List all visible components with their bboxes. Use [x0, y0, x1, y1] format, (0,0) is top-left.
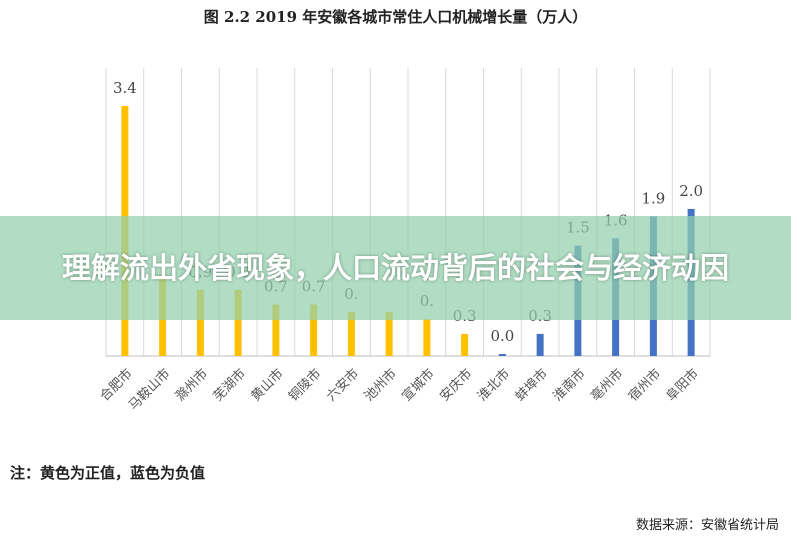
data-label-16: 2.0 — [679, 182, 703, 200]
bar-11 — [498, 354, 506, 356]
bar-8 — [385, 311, 393, 356]
data-label-1: 3.4 — [113, 79, 137, 97]
category-label-8: 池州市 — [361, 366, 400, 405]
color-note: 注：黄色为正值，蓝色为负值 — [10, 464, 206, 482]
category-label-13: 淮南市 — [550, 366, 589, 405]
category-label-14: 亳州市 — [588, 366, 627, 405]
bar-6 — [310, 304, 318, 356]
chart-title: 图 2.2 2019 年安徽各城市常住人口机械增长量（万人） — [203, 8, 588, 26]
data-source: 数据来源：安徽省统计局 — [635, 518, 779, 533]
category-label-7: 六安市 — [323, 366, 362, 405]
bar-4 — [234, 289, 242, 356]
bar-7 — [347, 311, 355, 356]
category-label-10: 安庆市 — [437, 366, 476, 405]
category-label-15: 宿州市 — [625, 366, 664, 405]
data-label-15: 1.9 — [641, 189, 665, 207]
category-label-11: 淮北市 — [474, 366, 513, 405]
bar-9 — [423, 319, 431, 356]
category-label-5: 黄山市 — [248, 366, 287, 405]
headline-text: 理解流出外省现象，人口流动背后的社会与经济动因 — [61, 251, 729, 285]
bar-3 — [196, 289, 204, 356]
category-label-4: 芜湖市 — [210, 366, 249, 405]
bar-10 — [461, 333, 469, 356]
category-label-3: 滁州市 — [172, 366, 211, 405]
bar-12 — [536, 333, 544, 356]
category-label-16: 阜阳市 — [663, 366, 702, 405]
headline-banner: 理解流出外省现象，人口流动背后的社会与经济动因 — [0, 216, 791, 320]
bar-5 — [272, 304, 280, 356]
category-label-12: 蚌埠市 — [512, 366, 551, 405]
category-label-9: 宣城市 — [399, 366, 438, 405]
data-label-11: 0.0 — [490, 327, 514, 345]
category-label-6: 铜陵市 — [286, 366, 325, 405]
category-label-2: 马鞍山市 — [125, 366, 173, 414]
